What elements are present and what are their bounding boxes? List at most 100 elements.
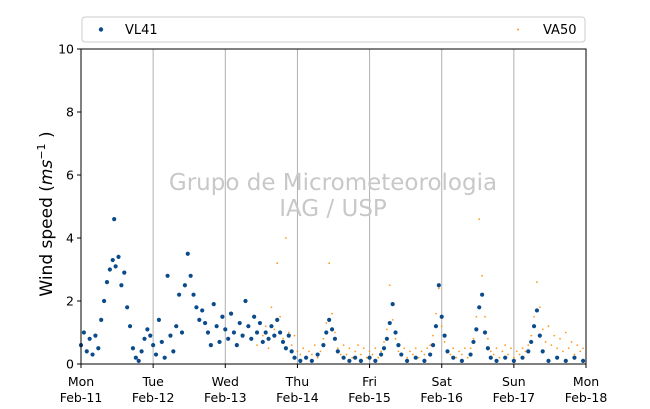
point-vl41-34 — [174, 324, 179, 329]
point-va50-46 — [391, 319, 394, 321]
point-va50-107 — [567, 347, 570, 350]
point-va50-9 — [284, 237, 287, 239]
point-vl41-117 — [482, 330, 488, 335]
point-vl41-113 — [471, 339, 476, 345]
point-vl41-7 — [99, 317, 104, 322]
point-va50-29 — [342, 344, 345, 346]
point-va50-75 — [475, 315, 478, 318]
point-va50-73 — [469, 347, 472, 350]
point-va50-20 — [316, 356, 319, 359]
point-va50-44 — [385, 328, 388, 331]
point-vl41-120 — [494, 358, 499, 363]
point-vl41-100 — [404, 358, 410, 363]
point-vl41-25 — [148, 333, 153, 338]
x-tick-label-date-2: Feb-13 — [204, 390, 247, 405]
point-va50-26 — [334, 331, 336, 334]
series-va50 — [256, 218, 585, 359]
point-vl41-104 — [430, 343, 436, 348]
x-tick-label-date-4: Feb-15 — [348, 390, 391, 405]
legend-label-vl41: VL41 — [125, 23, 158, 38]
point-vl41-126 — [531, 324, 537, 329]
point-vl41-37 — [182, 283, 187, 288]
point-va50-19 — [313, 344, 316, 346]
point-vl41-12 — [112, 217, 117, 222]
point-vl41-14 — [116, 254, 121, 259]
point-vl41-36 — [179, 330, 185, 335]
point-vl41-57 — [240, 333, 245, 338]
point-vl41-24 — [145, 327, 150, 332]
point-va50-42 — [380, 350, 383, 353]
point-vl41-56 — [237, 320, 242, 326]
point-vl41-55 — [234, 343, 239, 348]
point-va50-10 — [287, 331, 290, 334]
point-va50-60 — [432, 334, 434, 337]
point-va50-32 — [351, 356, 354, 359]
point-vl41-121 — [503, 355, 508, 360]
point-va50-106 — [564, 331, 567, 334]
point-vl41-17 — [125, 305, 130, 310]
point-vl41-48 — [214, 324, 219, 329]
point-va50-54 — [414, 347, 417, 350]
x-tick-label-day-3: Thu — [285, 374, 309, 389]
point-vl41-109 — [445, 349, 450, 354]
point-vl41-68 — [272, 333, 277, 338]
point-va50-98 — [541, 328, 544, 331]
point-va50-97 — [538, 306, 541, 309]
point-vl41-128 — [537, 333, 542, 338]
point-vl41-70 — [278, 330, 283, 335]
point-vl41-114 — [474, 327, 479, 332]
point-vl41-53 — [228, 311, 234, 316]
point-va50-92 — [524, 350, 527, 353]
point-va50-76 — [478, 218, 481, 221]
point-va50-74 — [472, 337, 475, 340]
point-va50-90 — [518, 353, 521, 356]
point-va50-11 — [290, 344, 293, 346]
point-vl41-16 — [122, 270, 127, 275]
point-va50-18 — [310, 353, 313, 356]
point-vl41-96 — [390, 302, 395, 307]
x-axis: MonFeb-11TueFeb-12WedFeb-13ThuFeb-14FriF… — [60, 364, 607, 405]
point-va50-47 — [394, 337, 397, 340]
point-va50-100 — [547, 325, 550, 328]
point-vl41-99 — [399, 352, 404, 357]
point-va50-56 — [420, 350, 423, 353]
point-va50-51 — [406, 356, 408, 359]
point-va50-55 — [417, 356, 420, 359]
y-tick-label-1: 2 — [66, 294, 74, 309]
point-vl41-132 — [563, 358, 568, 363]
x-tick-label-date-3: Feb-14 — [276, 390, 319, 405]
point-vl41-130 — [546, 358, 551, 363]
point-va50-71 — [463, 347, 466, 350]
point-vl41-90 — [367, 355, 372, 360]
point-vl41-20 — [133, 355, 138, 360]
point-va50-45 — [388, 284, 391, 287]
point-vl41-61 — [252, 314, 257, 319]
point-va50-53 — [411, 353, 414, 356]
point-va50-57 — [423, 353, 426, 356]
point-vl41-67 — [269, 324, 274, 329]
point-vl41-129 — [540, 349, 545, 354]
point-vl41-66 — [266, 336, 271, 341]
point-va50-64 — [443, 341, 446, 343]
point-vl41-101 — [413, 355, 418, 360]
point-vl41-29 — [159, 339, 164, 345]
x-tick-label-date-1: Feb-12 — [132, 390, 175, 405]
point-vl41-52 — [226, 336, 231, 341]
point-va50-69 — [458, 350, 460, 353]
point-va50-70 — [461, 353, 463, 356]
point-va50-72 — [466, 356, 469, 359]
point-vl41-51 — [223, 327, 228, 332]
point-vl41-6 — [96, 346, 101, 351]
point-va50-7 — [279, 315, 282, 318]
point-va50-63 — [440, 325, 443, 328]
point-va50-52 — [409, 350, 411, 353]
point-vl41-124 — [526, 349, 531, 354]
point-va50-14 — [299, 353, 302, 356]
point-vl41-44 — [202, 320, 208, 326]
series-vl41 — [78, 217, 586, 363]
point-va50-89 — [515, 350, 518, 353]
point-vl41-72 — [283, 346, 288, 351]
x-tick-label-date-6: Feb-17 — [493, 390, 536, 405]
point-vl41-79 — [315, 352, 320, 357]
legend: VL41 VA50 — [81, 16, 586, 43]
